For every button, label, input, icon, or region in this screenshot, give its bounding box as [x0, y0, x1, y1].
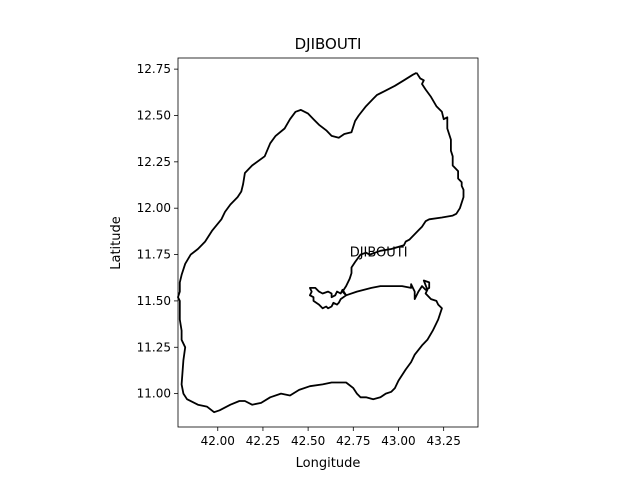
country-boundary [177, 71, 465, 414]
y-tick-label: 12.25 [137, 155, 171, 169]
x-tick-label: 42.25 [246, 434, 280, 448]
gulf-of-tadjoura-inlet [309, 287, 347, 310]
y-axis-label: Latitude [109, 216, 124, 270]
x-tick-label: 43.00 [381, 434, 415, 448]
x-tick-label: 42.75 [336, 434, 370, 448]
y-axis-ticks: 11.00 11.25 11.50 11.75 12.00 12.25 12.50 12.75 [137, 62, 178, 401]
y-tick-label: 12.50 [137, 108, 171, 122]
x-tick-label: 43.25 [426, 434, 460, 448]
x-axis-ticks: 42.00 42.25 42.50 42.75 43.00 43.25 [201, 427, 461, 448]
country-map-label: DJIBOUTI [350, 245, 408, 260]
x-axis-label: Longitude [296, 456, 361, 471]
x-tick-label: 42.00 [201, 434, 235, 448]
plot-area: DJIBOUTI [177, 71, 465, 414]
y-tick-label: 11.00 [137, 387, 171, 401]
plot-frame [177, 57, 479, 428]
y-tick-label: 11.75 [137, 248, 171, 262]
y-tick-label: 11.25 [137, 340, 171, 354]
y-tick-label: 11.50 [137, 294, 171, 308]
y-tick-label: 12.75 [137, 62, 171, 76]
x-tick-label: 42.50 [291, 434, 325, 448]
y-tick-label: 12.00 [137, 201, 171, 215]
map-title: DJIBOUTI [295, 35, 362, 53]
